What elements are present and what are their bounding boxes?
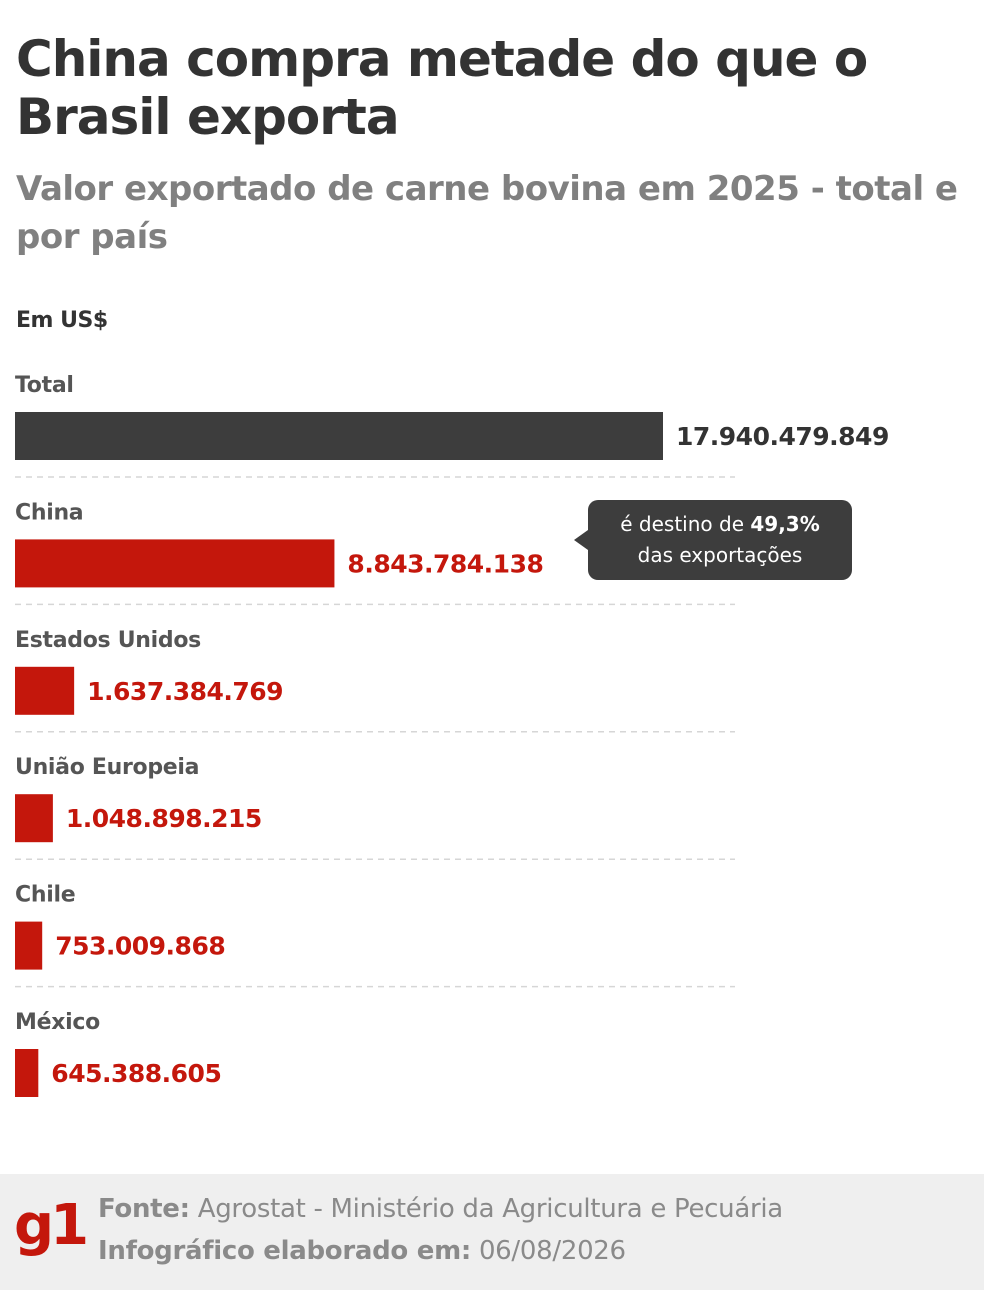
- source-line: Fonte: Agrostat - Ministério da Agricult…: [98, 1194, 783, 1224]
- value-label-china: 8.843.784.138: [347, 549, 543, 578]
- value-label-chile: 753.009.868: [55, 932, 225, 961]
- value-label-mexico: 645.388.605: [51, 1059, 221, 1088]
- bar-mexico: [15, 1049, 39, 1097]
- bar-china: [15, 539, 335, 588]
- date-line: Infográfico elaborado em: 06/08/2026: [98, 1236, 626, 1266]
- category-label-china: China: [15, 500, 83, 525]
- category-label-estados-unidos: Estados Unidos: [15, 628, 201, 653]
- bar-chile: [15, 921, 43, 970]
- china-share-callout: é destino de 49,3% das exportações: [574, 500, 852, 580]
- source-value: Agrostat - Ministério da Agricultura e P…: [197, 1194, 784, 1224]
- value-label-total: 17.940.479.849: [676, 422, 889, 451]
- g1-logo: g1: [14, 1193, 89, 1258]
- callout-prefix: é destino de: [620, 512, 751, 536]
- category-label-total: Total: [15, 373, 74, 398]
- value-label-estados-unidos: 1.637.384.769: [87, 677, 283, 706]
- chart-title: China compra metade do que o Brasil expo…: [16, 30, 868, 146]
- category-label-uniao-europeia: União Europeia: [15, 755, 199, 780]
- callout-highlight: 49,3%: [750, 512, 820, 536]
- category-label-mexico: México: [15, 1010, 100, 1035]
- footer: g1 Fonte: Agrostat - Ministério da Agric…: [0, 1174, 984, 1290]
- bar-estados-unidos: [15, 666, 75, 715]
- category-label-chile: Chile: [15, 883, 75, 908]
- bar-total: [15, 412, 663, 460]
- source-label: Fonte:: [98, 1194, 190, 1224]
- value-label-uniao-europeia: 1.048.898.215: [66, 804, 262, 833]
- chart-subtitle: Valor exportado de carne bovina em 2025 …: [16, 169, 958, 257]
- callout-suffix: das exportações: [637, 543, 803, 567]
- bar-chart: Total 17.940.479.849 China 8.843.784.138 Est…: [15, 373, 889, 1097]
- bar-uniao-europeia: [15, 794, 53, 843]
- date-label: Infográfico elaborado em:: [98, 1236, 471, 1266]
- date-value: 06/08/2026: [478, 1236, 626, 1266]
- unit-label: Em US$: [16, 308, 108, 333]
